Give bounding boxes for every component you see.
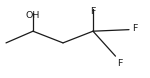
- Text: OH: OH: [26, 11, 40, 20]
- Text: F: F: [90, 7, 96, 16]
- Text: F: F: [117, 58, 122, 67]
- Text: F: F: [132, 24, 137, 33]
